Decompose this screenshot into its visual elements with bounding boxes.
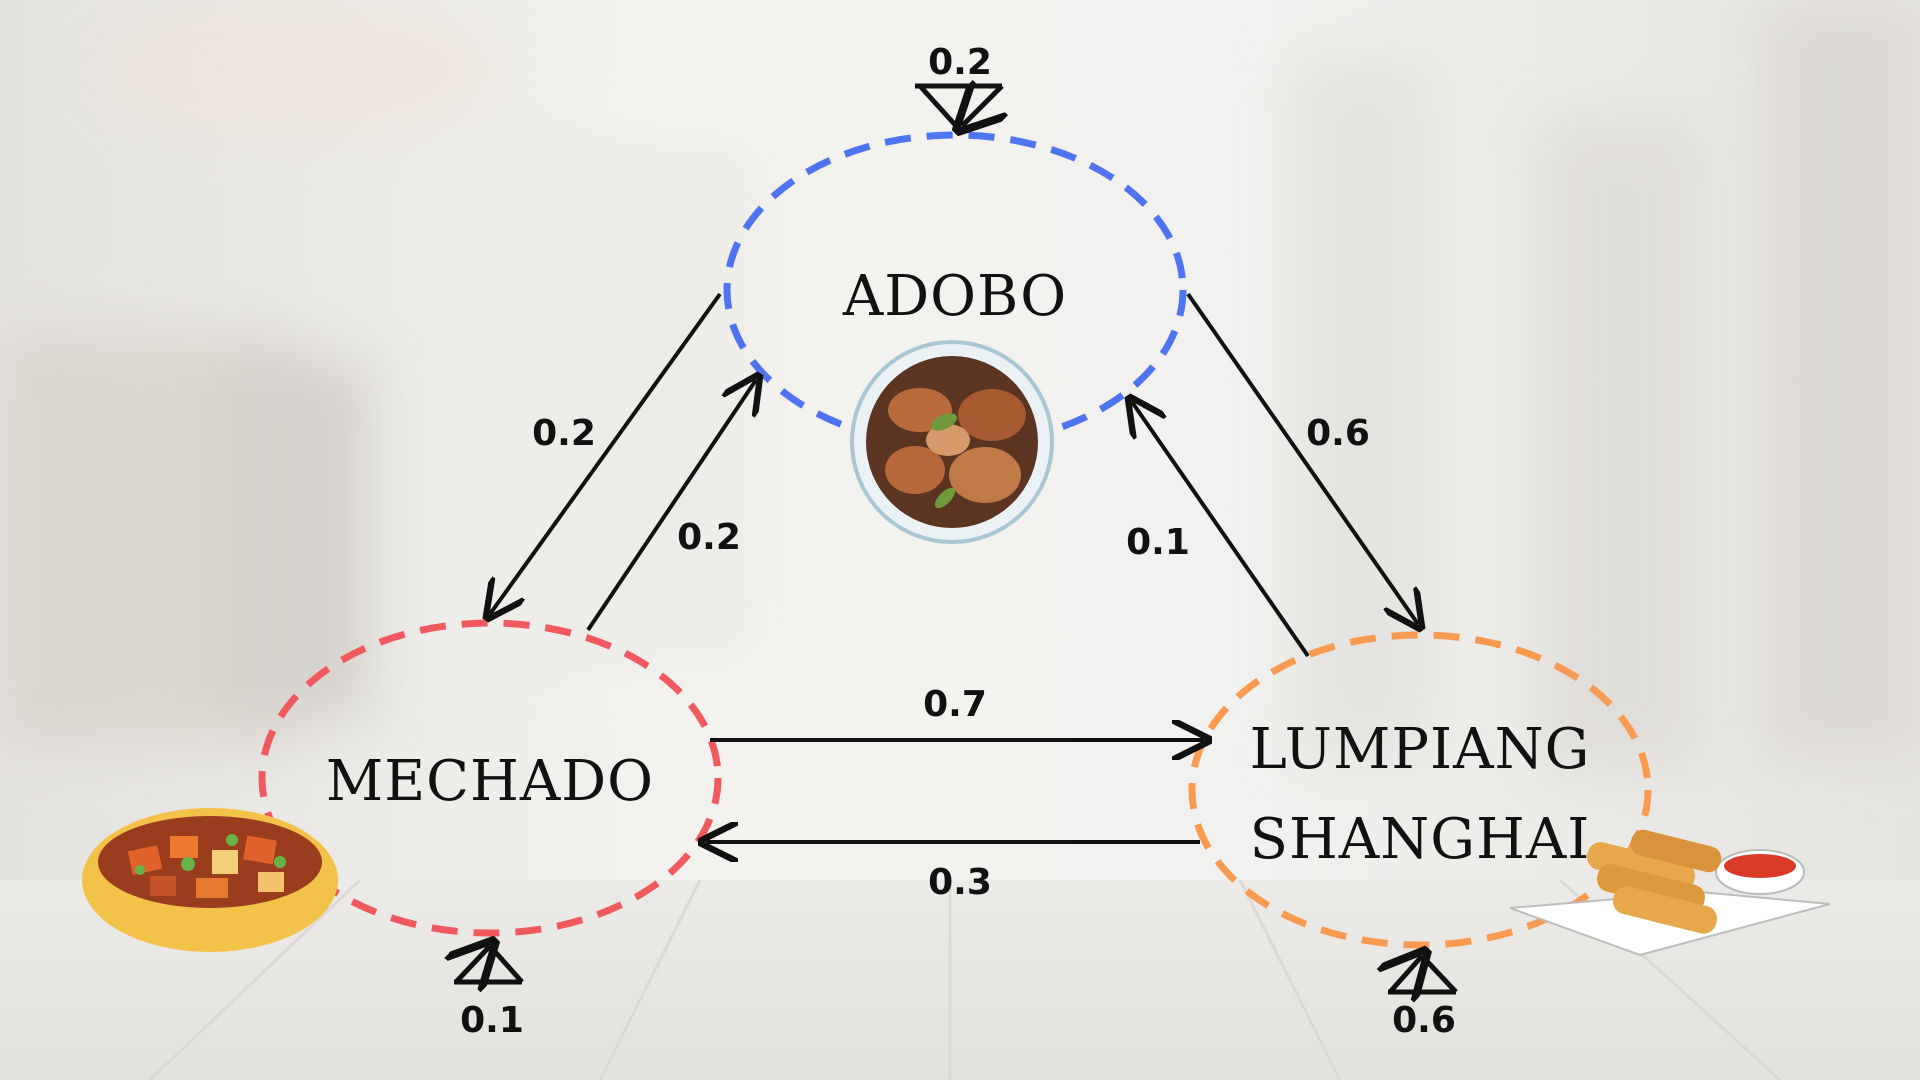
adobo-label: ADOBO — [842, 264, 1067, 329]
prob-lumpiang-to-mechado: 0.3 — [928, 862, 992, 903]
prob-mechado-to-lumpiang: 0.7 — [923, 684, 987, 725]
adobo-bowl-icon — [850, 340, 1054, 544]
arrow-adobo-to-mechado — [490, 292, 722, 614]
prob-adobo-to-mechado: 0.2 — [532, 413, 596, 454]
lumpiang-self-loop — [1388, 956, 1458, 992]
spring-rolls-plate-icon — [1509, 829, 1831, 957]
prob-lumpiang-self: 0.6 — [1392, 1000, 1456, 1041]
mechado-self-loop — [454, 946, 524, 982]
prob-mechado-self: 0.1 — [460, 1000, 524, 1041]
prob-mechado-to-adobo: 0.2 — [677, 517, 741, 558]
arrow-lumpiang-to-adobo — [1132, 402, 1310, 658]
lumpiang-label-line1: LUMPIANG — [1250, 717, 1591, 782]
lumpiang-shanghai-state-ellipse — [1188, 631, 1652, 949]
adobo-self-loop — [915, 86, 1002, 128]
arrow-adobo-to-lumpiang — [1186, 292, 1418, 624]
prob-adobo-self: 0.2 — [928, 42, 992, 83]
prob-adobo-to-lumpiang: 0.6 — [1306, 413, 1370, 454]
mechado-label: MECHADO — [326, 749, 654, 814]
mechado-bowl-icon — [82, 808, 338, 952]
arrow-mechado-to-adobo — [586, 380, 756, 632]
prob-lumpiang-to-adobo: 0.1 — [1126, 522, 1190, 563]
lumpiang-label-line2: SHANGHAI — [1250, 807, 1591, 872]
